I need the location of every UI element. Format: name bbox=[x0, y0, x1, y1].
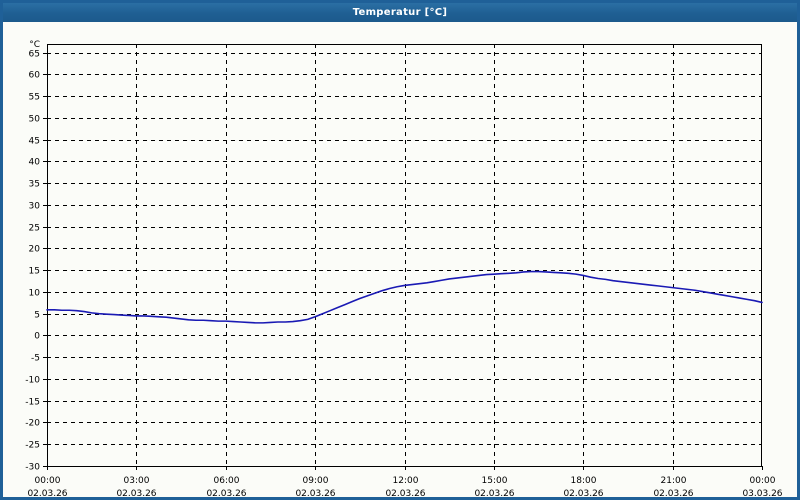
vertical-gridlines bbox=[136, 44, 674, 466]
y-axis-tick-labels: 65605550454035302520151050-5-10-15-20-25… bbox=[25, 50, 40, 473]
svg-text:21:00: 21:00 bbox=[661, 476, 687, 486]
svg-text:00:00: 00:00 bbox=[35, 476, 61, 486]
svg-text:15:00: 15:00 bbox=[482, 476, 508, 486]
x-axis-tick-labels: 00:00 02.03.26 03:00 02.03.26 06:00 02.03.26 0… bbox=[27, 476, 782, 497]
svg-text:-5: -5 bbox=[31, 354, 40, 364]
horizontal-gridlines bbox=[47, 53, 762, 445]
temperature-line-chart[interactable]: 65605550454035302520151050-5-10-15-20-25… bbox=[3, 22, 797, 497]
svg-text:-30: -30 bbox=[25, 463, 40, 473]
svg-text:55: 55 bbox=[29, 93, 40, 103]
svg-text:02.03.26: 02.03.26 bbox=[385, 489, 425, 497]
svg-text:35: 35 bbox=[29, 180, 40, 190]
svg-text:45: 45 bbox=[29, 137, 40, 147]
svg-text:0: 0 bbox=[34, 332, 40, 342]
svg-text:03:00: 03:00 bbox=[124, 476, 150, 486]
svg-text:09:00: 09:00 bbox=[303, 476, 329, 486]
temperature-series-line bbox=[46, 270, 763, 324]
svg-text:18:00: 18:00 bbox=[571, 476, 597, 486]
svg-text:06:00: 06:00 bbox=[214, 476, 240, 486]
svg-text:02.03.26: 02.03.26 bbox=[116, 489, 156, 497]
svg-text:30: 30 bbox=[29, 202, 41, 212]
svg-text:-25: -25 bbox=[25, 441, 40, 451]
svg-text:02.03.26: 02.03.26 bbox=[474, 489, 514, 497]
svg-text:00:00: 00:00 bbox=[750, 476, 776, 486]
svg-text:02.03.26: 02.03.26 bbox=[653, 489, 693, 497]
svg-text:02.03.26: 02.03.26 bbox=[295, 489, 335, 497]
svg-text:02.03.26: 02.03.26 bbox=[563, 489, 603, 497]
plot-background bbox=[47, 44, 762, 466]
window-titlebar: Temperatur [°C] bbox=[3, 3, 797, 22]
svg-text:25: 25 bbox=[29, 224, 40, 234]
svg-text:-15: -15 bbox=[25, 398, 40, 408]
svg-text:20: 20 bbox=[29, 245, 41, 255]
svg-text:60: 60 bbox=[29, 71, 41, 81]
svg-text:12:00: 12:00 bbox=[393, 476, 419, 486]
svg-text:-10: -10 bbox=[25, 376, 40, 386]
svg-text:-20: -20 bbox=[25, 419, 40, 429]
svg-text:5: 5 bbox=[34, 311, 40, 321]
svg-text:65: 65 bbox=[29, 50, 40, 60]
svg-text:15: 15 bbox=[29, 267, 40, 277]
window-title: Temperatur [°C] bbox=[352, 7, 448, 18]
svg-text:02.03.26: 02.03.26 bbox=[206, 489, 246, 497]
svg-text:50: 50 bbox=[29, 115, 41, 125]
svg-text:10: 10 bbox=[29, 289, 41, 299]
y-axis-unit-label: °C bbox=[29, 40, 40, 50]
y-axis-tick-marks bbox=[43, 53, 47, 467]
chart-canvas-area: 65 60 55 50 45 40 35 30 25 20 15 10 5 0 -5 -10 -15 -20 -25… bbox=[3, 22, 797, 497]
svg-text:40: 40 bbox=[29, 158, 41, 168]
svg-text:02.03.26: 02.03.26 bbox=[27, 489, 67, 497]
svg-text:03.03.26: 03.03.26 bbox=[742, 489, 782, 497]
